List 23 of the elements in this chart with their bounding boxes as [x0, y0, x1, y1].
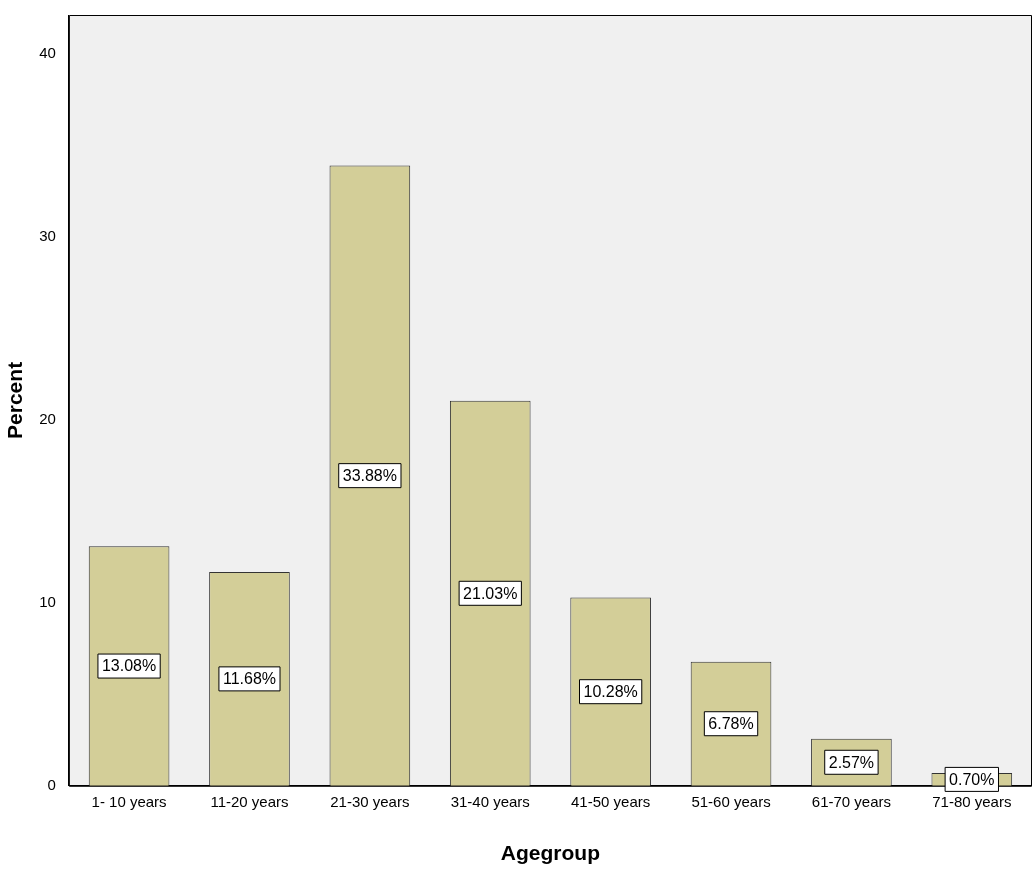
y-tick-label: 0 [47, 775, 56, 793]
data-label: 21.03% [463, 584, 518, 602]
data-label: 10.28% [583, 683, 638, 701]
x-axis-title: Agegroup [500, 841, 601, 865]
data-label: 2.57% [828, 753, 875, 771]
y-tick-label: 40 [39, 43, 56, 61]
x-tick-label: 31-40 years [450, 792, 530, 810]
y-tick-label: 30 [39, 226, 56, 244]
x-tick-label: 41-50 years [571, 792, 651, 810]
data-label: 13.08% [101, 657, 157, 675]
x-tick-label: 71-80 years [932, 792, 1012, 810]
x-tick-label: 21-30 years [330, 792, 410, 810]
data-label: 11.68% [222, 670, 277, 688]
x-tick-label: 51-60 years [691, 792, 771, 810]
data-label: 33.88% [342, 467, 397, 485]
x-tick-label: 61-70 years [811, 792, 892, 810]
x-tick-label: 11-20 years [210, 792, 289, 810]
data-label: 6.78% [708, 715, 754, 733]
y-tick-label: 20 [39, 409, 56, 427]
x-tick-label: 1- 10 years [91, 792, 167, 810]
y-axis-title: Percent [3, 361, 27, 439]
data-label: 0.70% [949, 770, 995, 788]
y-tick-label: 10 [39, 592, 56, 610]
